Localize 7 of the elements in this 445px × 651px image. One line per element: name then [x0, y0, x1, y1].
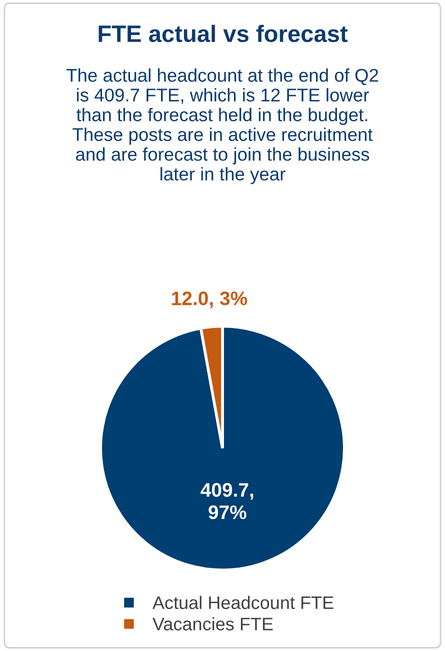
legend-label: Actual Headcount FTE: [152, 596, 334, 610]
chart-title: FTE actual vs forecast: [98, 24, 348, 42]
data-label: 12.0, 3%: [172, 291, 248, 308]
legend-label: Vacancies FTE: [152, 617, 273, 630]
pie-slice: [99, 324, 346, 572]
data-label: 409.7, 97%: [200, 483, 254, 520]
chart-subtitle: The actual headcount at the end of Q2 is 409.7 FTE, which is 12 FTE lower than the forecast held in the budget. These posts are in active recruitment and are forecast to join the business later in the year: [66, 68, 378, 184]
